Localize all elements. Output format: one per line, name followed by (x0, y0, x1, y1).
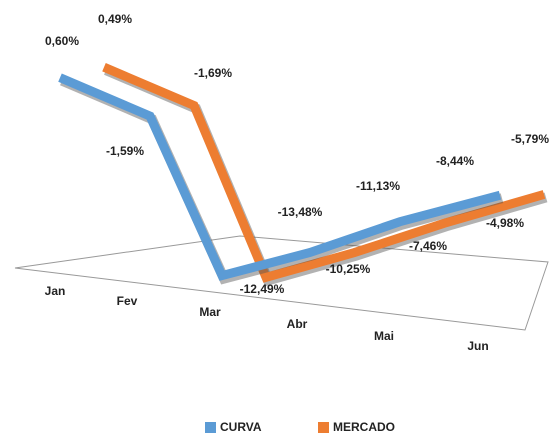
value-label: -4,98% (486, 216, 524, 230)
x-tick-label: Jan (45, 284, 66, 298)
x-tick-label: Jun (467, 339, 488, 353)
value-label: -7,46% (409, 239, 447, 253)
value-label: -11,13% (356, 179, 400, 193)
value-label: -12,49% (240, 282, 285, 296)
legend-label: CURVA (220, 420, 262, 434)
floor (14, 235, 549, 331)
x-tick-label: Fev (117, 294, 138, 308)
value-label: -1,59% (106, 144, 144, 158)
value-label: -8,44% (436, 154, 474, 168)
value-label: -1,69% (194, 66, 232, 80)
legend-swatch (318, 422, 329, 433)
line (58, 73, 502, 281)
value-label: 0,60% (45, 34, 79, 48)
legend-label: MERCADO (333, 420, 395, 434)
value-label: 0,49% (98, 12, 132, 26)
line (102, 63, 546, 283)
legend-swatch (205, 422, 216, 433)
x-tick-label: Mar (199, 305, 221, 319)
x-tick-label: Abr (287, 317, 308, 331)
x-tick-label: Mai (374, 329, 394, 343)
value-label: -10,25% (326, 262, 371, 276)
value-label: -13,48% (278, 205, 323, 219)
value-label: -5,79% (511, 132, 549, 146)
